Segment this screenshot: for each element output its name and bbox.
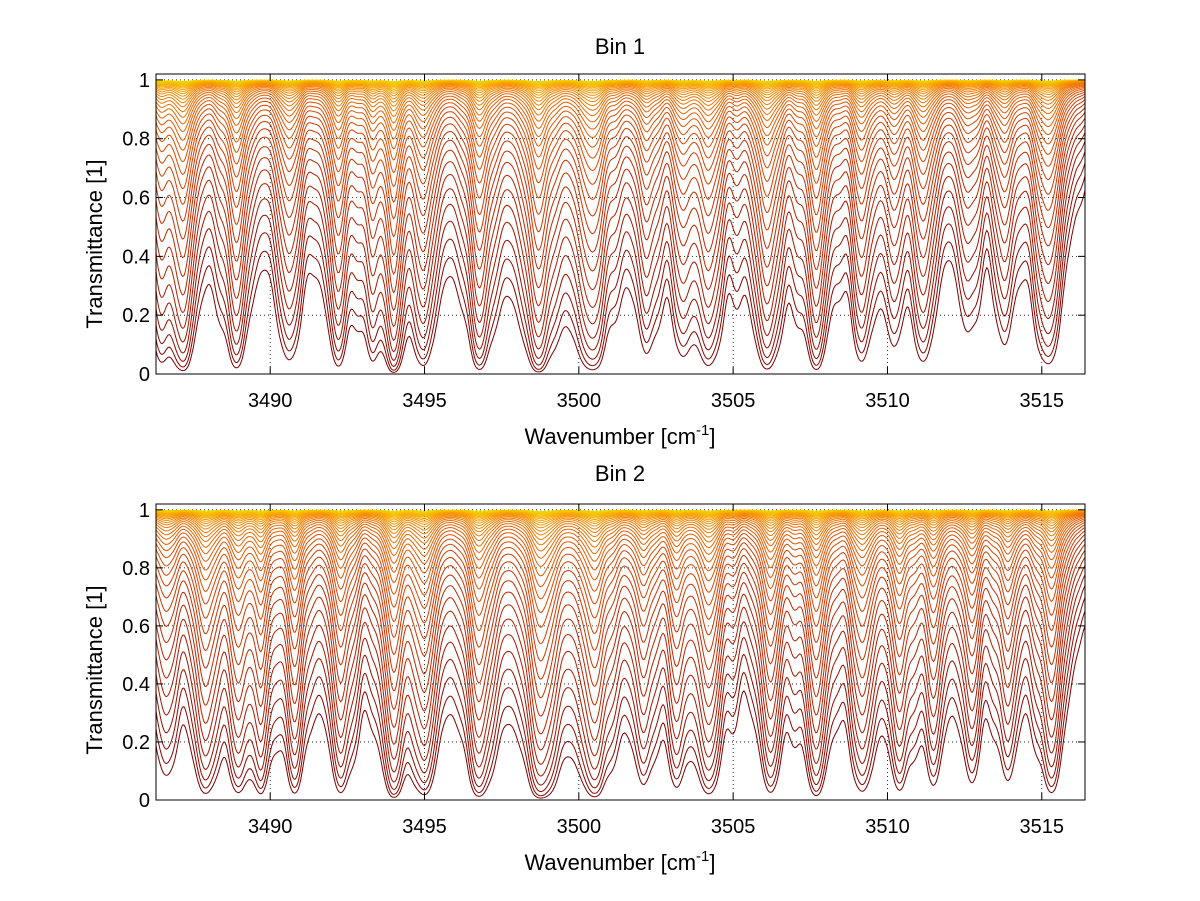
series-lines	[155, 509, 1086, 799]
series-line	[155, 520, 1086, 600]
y-tick-label: 1	[139, 500, 150, 522]
series-line	[155, 151, 1086, 362]
series-line	[155, 611, 1086, 797]
series-line	[155, 84, 1086, 132]
y-tick-label: 0.2	[122, 305, 150, 327]
y-tick-label: 0.2	[122, 732, 150, 754]
series-line	[155, 550, 1086, 735]
series-line	[155, 86, 1086, 150]
series-line	[155, 117, 1086, 312]
plot-area	[155, 73, 1086, 375]
x-tick-label: 3500	[557, 816, 602, 838]
series-line	[155, 132, 1086, 342]
chart-panel-bin-1: Bin 1 3490 3495 3500 3505 3510 3515 0 0.2 0.4 0.6…	[82, 34, 1086, 449]
x-tick-label: 3490	[248, 816, 293, 838]
series-line	[155, 81, 1086, 100]
x-tick-label: 3500	[557, 390, 602, 412]
series-line	[155, 175, 1086, 371]
x-tick-label: 3510	[865, 816, 910, 838]
series-line	[155, 81, 1086, 103]
x-tick-label: 3515	[1020, 816, 1065, 838]
series-line	[155, 518, 1086, 588]
series-line	[155, 99, 1086, 238]
series-line	[155, 585, 1086, 786]
series-line	[155, 543, 1086, 717]
x-tick-label: 3505	[711, 816, 756, 838]
series-line	[155, 515, 1086, 567]
series-line	[155, 93, 1086, 204]
y-tick-label: 0	[139, 364, 150, 386]
series-line	[155, 557, 1086, 751]
y-axis-label: Transmittance [1]	[82, 159, 107, 328]
axis-ticks: 3490 3495 3500 3505 3510 3515 0 0.2 0.4 0.6 0.8 1	[122, 70, 1085, 412]
series-line	[155, 524, 1086, 628]
series-line	[155, 512, 1086, 536]
y-tick-label: 0.4	[122, 246, 150, 268]
series-line	[155, 162, 1086, 367]
series-line	[155, 510, 1086, 524]
series-line	[155, 80, 1086, 94]
x-axis-label: Wavenumber [cm-1]	[524, 422, 715, 449]
y-axis-label: Transmittance [1]	[82, 585, 107, 754]
series-line	[155, 81, 1086, 107]
series-line	[155, 521, 1086, 613]
series-lines	[155, 79, 1086, 373]
series-line	[155, 510, 1086, 520]
y-tick-label: 1	[139, 70, 150, 92]
series-line	[155, 89, 1086, 174]
series-line	[155, 513, 1086, 552]
y-tick-label: 0.8	[122, 129, 150, 151]
series-line	[155, 83, 1086, 124]
y-tick-label: 0.4	[122, 674, 150, 696]
x-tick-label: 3510	[865, 390, 910, 412]
x-tick-label: 3505	[711, 390, 756, 412]
y-tick-label: 0.6	[122, 616, 150, 638]
series-line	[155, 597, 1086, 793]
series-line	[155, 106, 1086, 275]
series-line	[155, 530, 1086, 662]
series-line	[155, 96, 1086, 220]
x-tick-label: 3515	[1020, 390, 1065, 412]
series-line	[155, 87, 1086, 161]
series-line	[155, 565, 1086, 765]
series-line	[155, 574, 1086, 777]
series-line	[155, 512, 1086, 541]
series-line	[155, 527, 1086, 645]
series-line	[155, 80, 1086, 97]
series-line	[155, 111, 1086, 294]
series-line	[155, 124, 1086, 328]
series-line	[155, 510, 1086, 526]
x-tick-label: 3495	[402, 816, 447, 838]
series-line	[155, 511, 1085, 532]
series-line	[155, 91, 1086, 188]
x-axis-label: Wavenumber [cm-1]	[524, 848, 715, 875]
series-line	[155, 190, 1086, 373]
x-tick-label: 3490	[248, 390, 293, 412]
series-line	[155, 538, 1086, 699]
y-tick-label: 0.8	[122, 558, 150, 580]
chart-title: Bin 1	[595, 34, 645, 59]
series-line	[155, 82, 1086, 112]
series-line	[155, 82, 1086, 118]
series-line	[155, 513, 1086, 546]
plot-area	[155, 503, 1086, 801]
series-line	[155, 514, 1086, 559]
series-line	[155, 102, 1086, 257]
series-line	[155, 534, 1086, 680]
series-line	[155, 141, 1086, 353]
y-tick-label: 0.6	[122, 188, 150, 210]
x-tick-label: 3495	[402, 390, 447, 412]
series-line	[155, 85, 1086, 140]
series-line	[155, 511, 1086, 529]
series-line	[155, 510, 1086, 522]
series-line	[155, 516, 1086, 577]
chart-title: Bin 2	[595, 461, 645, 486]
chart-panel-bin-2: Bin 2 3490 3495 3500 3505 3510 3515 0 0.2 0.4 0.6…	[82, 461, 1086, 875]
y-tick-label: 0	[139, 790, 150, 812]
series-line	[155, 625, 1086, 799]
axis-ticks: 3490 3495 3500 3505 3510 3515 0 0.2 0.4 0.6 0.8 1	[122, 500, 1085, 838]
